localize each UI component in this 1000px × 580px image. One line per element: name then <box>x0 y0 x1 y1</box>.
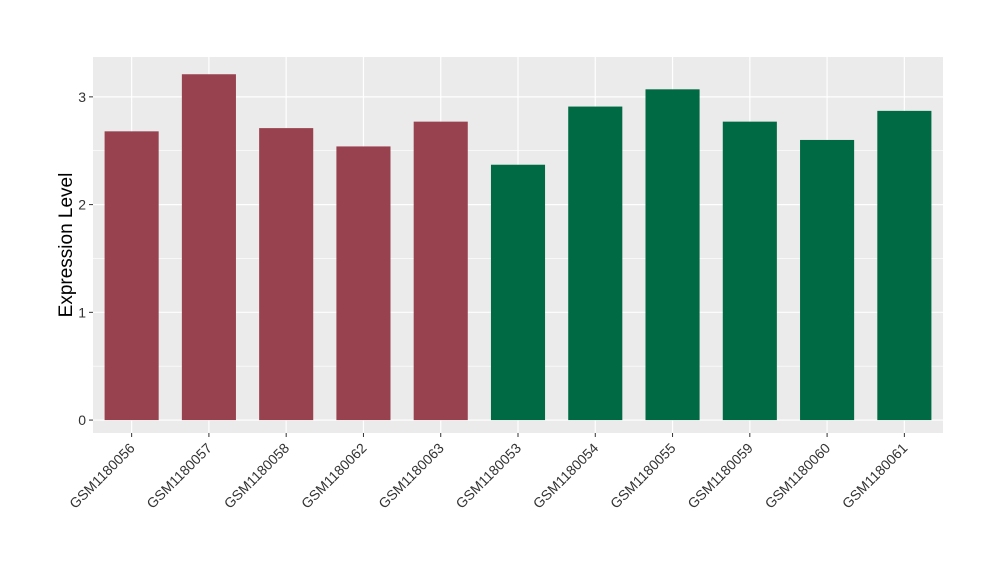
y-tick-label: 3 <box>78 89 86 105</box>
x-tick-label: GSM1180055 <box>607 440 679 512</box>
x-tick-label: GSM1180062 <box>298 440 370 512</box>
y-tick-label: 2 <box>78 197 86 213</box>
bar-gsm1180058 <box>259 128 314 421</box>
bar-gsm1180055 <box>645 89 700 421</box>
x-tick-label: GSM1180063 <box>375 440 447 512</box>
x-axis: GSM1180056 GSM1180057 GSM1180058 GSM1180062… <box>66 433 911 511</box>
x-tick-label: GSM1180057 <box>143 440 215 512</box>
bar-gsm1180061 <box>877 110 932 421</box>
bars <box>104 74 932 421</box>
x-tick-label: GSM1180059 <box>684 440 756 512</box>
bar-gsm1180056 <box>104 131 159 421</box>
x-tick-label: GSM1180058 <box>221 440 293 512</box>
bar-gsm1180059 <box>722 121 777 421</box>
bar-gsm1180054 <box>568 106 623 421</box>
y-tick-label: 1 <box>78 304 86 320</box>
bar-gsm1180053 <box>490 164 546 421</box>
bar-gsm1180063 <box>413 121 468 421</box>
bar-gsm1180057 <box>181 74 236 421</box>
y-axis-title: Expression Level <box>56 173 77 318</box>
y-axis: 0 1 2 3 <box>78 89 93 428</box>
x-tick-label: GSM1180054 <box>530 440 602 512</box>
x-tick-label: GSM1180056 <box>66 440 138 512</box>
x-tick-label: GSM1180061 <box>839 440 911 512</box>
bar-gsm1180062 <box>336 146 391 421</box>
bar-gsm1180060 <box>800 139 855 421</box>
y-tick-label: 0 <box>78 412 86 428</box>
x-tick-label: GSM1180053 <box>452 440 524 512</box>
x-tick-label: GSM1180060 <box>762 440 834 512</box>
